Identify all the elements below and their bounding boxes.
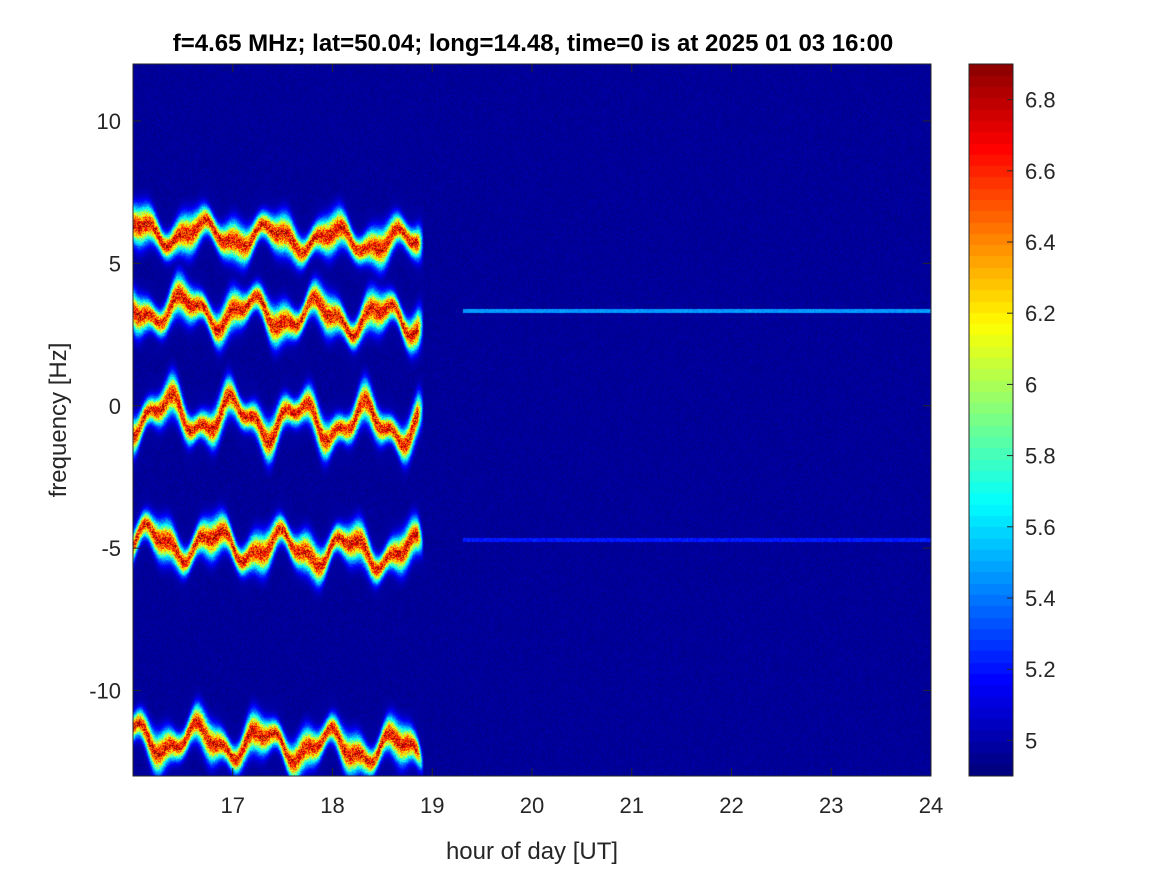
colorbar-tick-label: 5.2: [1025, 657, 1056, 682]
colorbar-axis: 5 5.2 5.4 5.6 5.8 6 6.2 6.4 6.6 6.8: [1007, 88, 1056, 753]
chart-title: f=4.65 MHz; lat=50.04; long=14.48, time=…: [173, 30, 893, 57]
colorbar-frame: [968, 63, 1014, 777]
colorbar-tick-label: 5.6: [1025, 515, 1056, 540]
colorbar-tick-label: 6.2: [1025, 301, 1056, 326]
x-tick-label: 20: [520, 793, 544, 818]
colorbar-tick-label: 5.4: [1025, 586, 1056, 611]
x-tick-label: 22: [719, 793, 743, 818]
x-tick-label: 23: [819, 793, 843, 818]
y-tick-label: -5: [101, 536, 121, 561]
x-tick-label: 17: [221, 793, 245, 818]
colorbar-tick-label: 5: [1025, 728, 1037, 753]
x-tick-label: 24: [919, 793, 943, 818]
colorbar-tick-label: 6: [1025, 372, 1037, 397]
y-tick-label: -10: [89, 679, 121, 704]
colorbar: [969, 64, 1013, 776]
y-tick-label: 5: [109, 251, 121, 276]
colorbar-tick-label: 5.8: [1025, 444, 1056, 469]
x-tick-label: 18: [320, 793, 344, 818]
y-tick-label: 10: [97, 109, 121, 134]
y-axis: -10 -5 0 5 10: [89, 109, 931, 704]
heatmap-plot-area: [133, 64, 931, 776]
x-axis-label: hour of day [UT]: [446, 838, 618, 865]
colorbar-tick-label: 6.8: [1025, 88, 1056, 113]
colorbar-tick-label: 6.4: [1025, 230, 1056, 255]
x-axis: 17 18 19 20 21 22 23 24: [221, 64, 943, 818]
y-axis-label: frequency [Hz]: [45, 343, 72, 498]
x-tick-label: 21: [620, 793, 644, 818]
colorbar-tick-label: 6.6: [1025, 159, 1056, 184]
x-tick-label: 19: [420, 793, 444, 818]
y-tick-label: 0: [109, 394, 121, 419]
